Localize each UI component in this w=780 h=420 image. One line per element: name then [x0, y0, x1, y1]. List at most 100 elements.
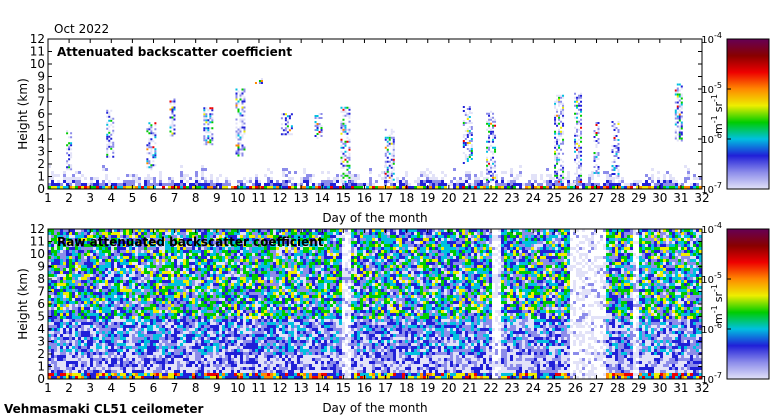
heatmap-cell — [447, 183, 450, 186]
heatmap-cell — [114, 343, 117, 346]
heatmap-cell — [617, 169, 620, 171]
heatmap-cell — [384, 172, 387, 175]
heatmap-cell — [162, 232, 165, 235]
heatmap-cell — [392, 168, 395, 171]
heatmap-cell — [225, 229, 228, 232]
heatmap-cell — [676, 87, 679, 90]
heatmap-cell — [138, 244, 141, 247]
heatmap-cell — [93, 358, 96, 361]
heatmap-cell — [580, 162, 583, 165]
heatmap-cell — [84, 370, 87, 373]
heatmap-cell — [120, 316, 123, 319]
heatmap-cell — [135, 259, 138, 262]
heatmap-cell — [153, 346, 156, 349]
heatmap-cell — [129, 289, 132, 292]
heatmap-cell — [147, 334, 150, 337]
heatmap-cell — [96, 358, 99, 361]
heatmap-cell — [633, 180, 636, 183]
heatmap-cell — [135, 186, 138, 189]
heatmap-cell — [249, 186, 252, 189]
heatmap-cell — [585, 183, 588, 186]
heatmap-cell — [138, 352, 141, 355]
heatmap-cell — [549, 180, 552, 183]
heatmap-cell — [192, 274, 195, 277]
heatmap-cell — [138, 253, 141, 256]
heatmap-cell — [390, 154, 393, 157]
heatmap-cell — [488, 160, 491, 163]
heatmap-cell — [60, 250, 63, 253]
heatmap-cell — [195, 340, 198, 343]
heatmap-cell — [148, 138, 151, 141]
heatmap-cell — [150, 150, 153, 153]
heatmap-cell — [152, 146, 155, 149]
heatmap-cell — [642, 183, 645, 186]
heatmap-cell — [171, 340, 174, 343]
heatmap-cell — [492, 136, 495, 139]
heatmap-cell — [388, 140, 391, 143]
heatmap-cell — [108, 367, 111, 370]
heatmap-cell — [396, 186, 399, 189]
heatmap-cell — [435, 180, 438, 183]
heatmap-cell — [225, 301, 228, 304]
heatmap-cell — [87, 325, 90, 328]
heatmap-cell — [162, 289, 165, 292]
heatmap-cell — [96, 238, 99, 241]
heatmap-cell — [126, 358, 129, 361]
heatmap-cell — [540, 174, 543, 177]
heatmap-cell — [192, 355, 195, 358]
heatmap-cell — [213, 280, 216, 283]
heatmap-cell — [123, 373, 126, 376]
heatmap-cell — [183, 301, 186, 304]
heatmap-cell — [108, 340, 111, 343]
heatmap-cell — [348, 174, 351, 177]
heatmap-cell — [225, 183, 228, 186]
heatmap-cell — [129, 364, 132, 367]
heatmap-cell — [210, 322, 213, 325]
heatmap-cell — [340, 120, 343, 123]
heatmap-cell — [171, 180, 174, 183]
heatmap-cell — [204, 268, 207, 271]
heatmap-cell — [201, 232, 204, 235]
heatmap-cell — [120, 364, 123, 367]
heatmap-cell — [93, 253, 96, 256]
heatmap-cell — [78, 331, 81, 334]
heatmap-cell — [201, 325, 204, 328]
heatmap-cell — [114, 376, 117, 379]
heatmap-cell — [111, 310, 114, 313]
heatmap-cell — [180, 259, 183, 262]
heatmap-cell — [150, 367, 153, 370]
heatmap-cell — [186, 373, 189, 376]
heatmap-cell — [144, 274, 147, 277]
heatmap-cell — [205, 107, 208, 110]
heatmap-cell — [390, 130, 393, 133]
heatmap-cell — [195, 247, 198, 250]
heatmap-cell — [468, 171, 471, 174]
heatmap-cell — [84, 325, 87, 328]
heatmap-cell — [189, 277, 192, 280]
heatmap-cell — [384, 180, 387, 183]
heatmap-cell — [340, 138, 343, 141]
x-tick-label: 19 — [420, 191, 435, 205]
heatmap-cell — [126, 186, 129, 189]
heatmap-cell — [210, 274, 213, 277]
heatmap-cell — [87, 346, 90, 349]
heatmap-cell — [180, 304, 183, 307]
heatmap-cell — [204, 376, 207, 379]
heatmap-cell — [51, 277, 54, 280]
heatmap-cell — [156, 334, 159, 337]
heatmap-cell — [148, 122, 151, 125]
heatmap-cell — [132, 319, 135, 322]
heatmap-cell — [219, 247, 222, 250]
heatmap-cell — [204, 343, 207, 346]
heatmap-cell — [486, 112, 489, 115]
heatmap-cell — [201, 340, 204, 343]
heatmap-cell — [60, 322, 63, 325]
heatmap-cell — [578, 134, 581, 137]
heatmap-cell — [180, 268, 183, 271]
heatmap-cell — [237, 180, 240, 183]
heatmap-cell — [617, 129, 620, 131]
heatmap-cell — [111, 244, 114, 247]
heatmap-cell — [219, 322, 222, 325]
heatmap-cell — [219, 241, 222, 244]
heatmap-cell — [150, 259, 153, 262]
